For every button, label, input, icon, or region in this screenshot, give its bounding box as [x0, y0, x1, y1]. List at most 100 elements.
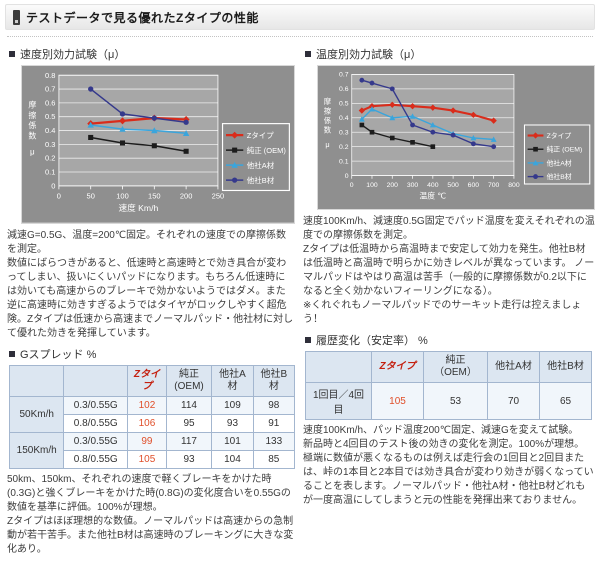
svg-text:数: 数 [28, 131, 36, 141]
temp-chart-description: 速度100Km/h、減速度0.5G固定でパッド温度を変えそれぞれの温度での摩擦係… [303, 216, 595, 326]
history-title: 履歴変化（安定率） % [316, 335, 428, 348]
blank-header-cell [63, 364, 129, 397]
history-note: 速度100Km/h、パッド温度200℃固定、減速Gを変えて試験。 新品時と4回目… [303, 425, 594, 507]
column-header-ztype: Zタイプ [371, 351, 424, 384]
column-header-a: 他社A材 [211, 364, 254, 397]
b-value-cell: 133 [252, 431, 296, 451]
svg-text:摩: 摩 [324, 97, 332, 106]
square-bullet-icon [305, 51, 311, 57]
blank-header-cell [305, 351, 372, 384]
svg-text:200: 200 [180, 192, 193, 201]
speed-efficacy-chart: 0 0.1 0.2 0.3 0.4 0.5 0.6 0.7 0.8 0 50 100 150 200 250… [21, 65, 295, 224]
svg-text:200: 200 [387, 182, 399, 189]
square-bullet-icon [9, 350, 15, 357]
svg-text:0.1: 0.1 [45, 168, 55, 177]
b-value-cell: 65 [539, 382, 592, 421]
table-row: 0.8/0.55G 105 93 104 85 [10, 449, 296, 469]
separator-line [7, 36, 593, 37]
svg-text:擦: 擦 [28, 110, 36, 120]
page-title: テストデータで見る優れたZタイプの性能 [26, 10, 259, 25]
g-spread-note: 50km、150km、それぞれの速度で軽くブレーキをかけた時(0.3G)と強くブ… [7, 473, 294, 555]
speed-chart-title: 速度別効力試験（μ） [20, 49, 126, 61]
a-value-cell: 70 [487, 382, 540, 421]
svg-text:600: 600 [468, 182, 480, 189]
svg-text:50: 50 [87, 192, 95, 201]
column-header-b: 他社B材 [252, 364, 296, 397]
svg-text:摩: 摩 [28, 99, 36, 109]
svg-text:他社B材: 他社B材 [247, 175, 275, 185]
svg-text:0.3: 0.3 [339, 130, 349, 137]
row-label-50kmh: 50Km/h [8, 395, 65, 433]
condition-cell: 0.3/0.55G [63, 431, 129, 451]
table-row: 1回目／4回目 105 53 70 65 [305, 382, 592, 421]
svg-text:0.5: 0.5 [45, 112, 55, 121]
ztype-value-cell: 105 [371, 382, 424, 421]
ztype-value-cell: 99 [127, 431, 167, 451]
content-columns: 速度別効力試験（μ） 0 0.1 0.2 0.3 0.4 0.5 0.6 0.7 0.8 0 50 1… [5, 41, 595, 557]
condition-cell: 0.8/0.55G [63, 413, 129, 433]
svg-text:他社A材: 他社A材 [247, 160, 275, 170]
a-value-cell: 93 [211, 413, 254, 433]
speed-chart-description: 減速G=0.5G、温度=200℃固定。それぞれの速度での摩擦係数を測定。 数値に… [7, 229, 294, 339]
svg-text:300: 300 [407, 182, 419, 189]
svg-text:擦: 擦 [324, 106, 332, 115]
svg-text:250: 250 [212, 192, 225, 201]
column-header-a: 他社A材 [487, 351, 540, 384]
a-value-cell: 101 [211, 431, 254, 451]
svg-text:係: 係 [324, 116, 331, 125]
svg-text:0.8: 0.8 [45, 71, 55, 80]
g-spread-title: Gスプレッド % [20, 348, 97, 361]
svg-text:0.2: 0.2 [45, 154, 55, 163]
table-header-row: Zタイプ 純正（OEM） 他社A材 他社B材 [305, 351, 592, 384]
ztype-value-cell: 106 [127, 413, 167, 433]
speed-test-section: 速度別効力試験（μ） 0 0.1 0.2 0.3 0.4 0.5 0.6 0.7 0.8 0 50 1… [7, 41, 296, 557]
svg-text:μ: μ [325, 140, 329, 149]
svg-text:温度 ℃: 温度 ℃ [419, 191, 446, 201]
ztype-value-cell: 105 [127, 449, 167, 469]
page-header: テストデータで見る優れたZタイプの性能 [5, 4, 595, 30]
svg-text:0: 0 [350, 182, 354, 189]
square-bullet-icon [9, 51, 15, 57]
svg-text:150: 150 [148, 192, 161, 201]
g-spread-heading: Gスプレッド % [9, 346, 295, 362]
oem-value-cell: 114 [165, 395, 213, 415]
temp-chart-heading: 温度別効力試験（μ） [305, 46, 595, 62]
g-spread-table: Zタイプ 純正 (OEM) 他社A材 他社B材 50Km/h 0.3/0.55G… [8, 364, 296, 469]
svg-text:100: 100 [116, 192, 129, 201]
b-value-cell: 98 [252, 395, 296, 415]
svg-text:0: 0 [51, 181, 55, 190]
oem-value-cell: 53 [423, 382, 488, 421]
svg-text:他社A材: 他社A材 [547, 158, 572, 167]
svg-text:0.1: 0.1 [339, 158, 349, 165]
svg-text:数: 数 [324, 125, 332, 134]
speed-chart-heading: 速度別効力試験（μ） [9, 46, 295, 62]
table-row: 0.8/0.55G 106 95 93 91 [10, 413, 296, 433]
row-label-cycles: 1回目／4回目 [305, 382, 372, 421]
svg-text:0.4: 0.4 [45, 126, 55, 135]
svg-text:Zタイプ: Zタイプ [247, 131, 275, 140]
column-header-oem: 純正 (OEM) [165, 364, 213, 397]
svg-text:0.4: 0.4 [339, 115, 349, 122]
blank-header-cell [8, 364, 65, 397]
svg-text:0: 0 [345, 173, 349, 180]
svg-text:Zタイプ: Zタイプ [547, 131, 572, 140]
svg-text:純正 (OEM): 純正 (OEM) [547, 145, 583, 154]
column-header-oem: 純正（OEM） [423, 351, 488, 384]
condition-cell: 0.3/0.55G [63, 395, 129, 415]
svg-text:700: 700 [488, 182, 500, 189]
svg-text:0.7: 0.7 [45, 85, 55, 94]
header-bullet-icon [13, 9, 20, 25]
svg-text:0.5: 0.5 [339, 101, 349, 108]
column-header-ztype: Zタイプ [127, 364, 167, 397]
history-table: Zタイプ 純正（OEM） 他社A材 他社B材 1回目／4回目 105 53 70… [305, 351, 592, 421]
svg-text:100: 100 [366, 182, 378, 189]
svg-text:800: 800 [508, 182, 520, 189]
svg-text:他社B材: 他社B材 [547, 172, 572, 181]
svg-text:0.7: 0.7 [339, 72, 349, 79]
svg-text:0.2: 0.2 [339, 144, 349, 151]
svg-text:0.6: 0.6 [339, 86, 349, 93]
history-heading: 履歴変化（安定率） % [305, 332, 595, 348]
svg-text:0.3: 0.3 [45, 140, 55, 149]
column-header-b: 他社B材 [539, 351, 592, 384]
